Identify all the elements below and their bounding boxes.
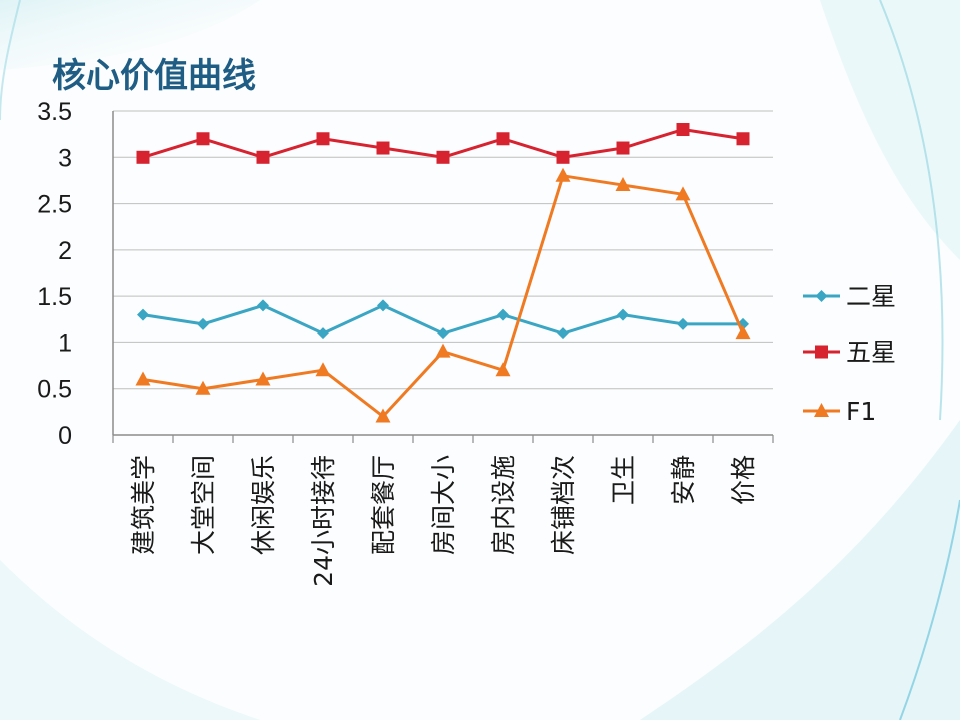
data-point xyxy=(496,132,510,146)
x-tick-label: 建筑美学 xyxy=(129,455,158,555)
data-point xyxy=(375,408,391,423)
data-point xyxy=(257,299,269,312)
data-point xyxy=(256,150,270,164)
legend-marker xyxy=(815,345,828,359)
legend-item: 二星 xyxy=(803,282,896,311)
series-3 xyxy=(135,167,751,423)
legend-item: F1 xyxy=(803,397,876,426)
data-point xyxy=(376,141,390,155)
gridlines xyxy=(113,110,773,390)
data-point xyxy=(196,132,210,146)
x-tick-label: 安静 xyxy=(669,455,698,505)
data-point xyxy=(255,371,271,386)
legend-label: F1 xyxy=(846,397,876,426)
y-tick-label: 0.5 xyxy=(37,376,72,404)
legend-label: 二星 xyxy=(846,282,896,311)
data-point xyxy=(675,186,691,201)
data-point xyxy=(136,150,150,164)
data-point xyxy=(557,327,569,340)
data-point xyxy=(555,167,571,182)
data-point xyxy=(197,317,209,330)
data-point xyxy=(377,299,389,312)
legend-label: 五星 xyxy=(846,338,896,367)
x-tick-label: 大堂空间 xyxy=(189,455,218,555)
data-point xyxy=(497,308,509,321)
data-point xyxy=(195,380,211,395)
data-point xyxy=(676,123,690,137)
legend-marker xyxy=(814,403,829,417)
y-tick-label: 3 xyxy=(58,144,72,172)
legend-marker xyxy=(815,290,828,302)
x-tick-label: 房间大小 xyxy=(429,455,458,555)
x-tick-label: 房内设施 xyxy=(489,455,518,555)
y-tick-label: 1.5 xyxy=(37,283,72,311)
series-1 xyxy=(137,299,749,340)
data-point xyxy=(617,308,629,321)
data-point xyxy=(615,177,631,192)
x-tick-label: 价格 xyxy=(729,455,758,505)
x-tick-labels: 建筑美学 大堂空间 休闲娱乐 24小时接待 配套餐厅 房间大小 房内设施 床铺档次 卫生 安静 价格 xyxy=(129,455,758,587)
y-tick-label: 2.5 xyxy=(37,191,72,219)
legend-item: 五星 xyxy=(803,338,896,367)
data-point xyxy=(556,150,570,164)
data-point xyxy=(735,325,751,340)
data-point xyxy=(317,327,329,340)
x-tick-label: 卫生 xyxy=(609,455,638,505)
data-point xyxy=(436,150,450,164)
y-tick-label: 1 xyxy=(58,329,72,357)
x-tick-label: 休闲娱乐 xyxy=(249,455,278,555)
data-point xyxy=(316,132,330,146)
series-2 xyxy=(136,123,750,164)
data-point xyxy=(435,343,451,358)
data-point xyxy=(736,132,750,146)
y-tick-label: 0 xyxy=(58,422,72,450)
data-point xyxy=(677,317,689,330)
data-point xyxy=(616,141,630,155)
data-point xyxy=(135,371,151,386)
y-tick-label: 2 xyxy=(58,237,72,265)
data-point xyxy=(437,327,449,340)
series xyxy=(135,123,751,423)
data-point xyxy=(495,362,511,377)
x-tick-label: 配套餐厅 xyxy=(369,455,398,555)
data-point xyxy=(137,308,149,321)
page-title: 核心价值曲线 xyxy=(52,56,256,96)
y-tick-label: 3.5 xyxy=(37,98,72,126)
y-tick-labels: 0 0.5 1 1.5 2 2.5 3 3.5 xyxy=(37,98,72,450)
data-point xyxy=(315,362,331,377)
x-tick-label: 床铺档次 xyxy=(549,455,578,555)
axes xyxy=(112,111,774,443)
x-tick-label: 24小时接待 xyxy=(309,455,338,587)
